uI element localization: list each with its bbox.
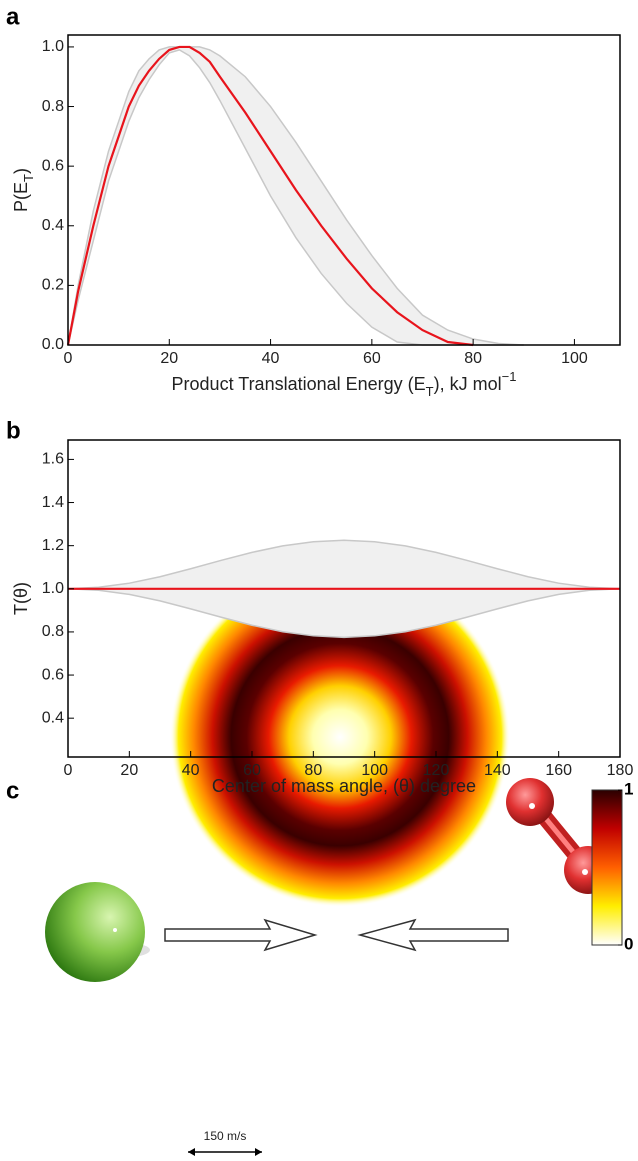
y-tick-label: 1.0 — [42, 580, 64, 597]
velocity-map — [170, 567, 510, 907]
panel-c: 150 m/s — [45, 567, 623, 1156]
y-tick-label: 0.6 — [42, 666, 64, 683]
plot-frame — [67, 34, 621, 346]
x-tick-label: 180 — [607, 762, 634, 779]
y-tick-label: 1.4 — [42, 494, 64, 511]
x-tick-label: 160 — [545, 762, 572, 779]
x-axis-label: Product Translational Energy (ET), kJ mo… — [172, 369, 517, 399]
y-tick-label: 0.8 — [42, 623, 64, 640]
y-tick-label: 0.6 — [42, 157, 64, 174]
highlight — [113, 928, 117, 932]
arrow — [357, 918, 509, 952]
band-fill — [68, 46, 524, 346]
x-tick-label: 140 — [484, 762, 511, 779]
x-tick-label: 20 — [160, 350, 178, 367]
y-tick-label: 1.6 — [42, 451, 64, 468]
band-edge — [67, 539, 621, 590]
arrow — [164, 918, 318, 952]
xlabel-part: Product Translational Energy (E — [172, 374, 426, 394]
ylabel-part: P(E — [11, 182, 31, 212]
y-tick-label: 0.4 — [42, 217, 64, 234]
plot-frame — [67, 439, 621, 758]
xlabel-part: T — [426, 384, 434, 399]
y-tick-label: 0.8 — [42, 98, 64, 115]
highlight — [529, 803, 535, 809]
y-tick-label: 0.4 — [42, 709, 64, 726]
x-tick-label: 40 — [182, 762, 200, 779]
panel-label: c — [6, 777, 19, 804]
ylabel-part: T — [21, 174, 36, 182]
ylabel-part: ) — [11, 168, 31, 174]
x-axis-label: Center of mass angle, (θ) degree — [212, 776, 476, 796]
panel-label: b — [6, 417, 21, 444]
atom — [506, 778, 554, 826]
colorbar-tick-label: 1 — [624, 779, 633, 798]
scale-label: 150 m/s — [204, 1129, 247, 1143]
y-tick-label: 1.2 — [42, 537, 64, 554]
x-tick-label: 60 — [363, 350, 381, 367]
plot — [67, 539, 621, 639]
x-tick-label: 100 — [561, 350, 588, 367]
x-tick-label: 80 — [464, 350, 482, 367]
x-tick-label: 0 — [64, 762, 73, 779]
panel-label: a — [6, 3, 20, 30]
x-tick-label: 120 — [423, 762, 450, 779]
band-edge — [67, 49, 524, 346]
y-tick-label: 0.0 — [42, 336, 64, 353]
band-edge — [67, 588, 621, 639]
y-tick-label: 1.0 — [42, 38, 64, 55]
xlabel-part: ), kJ mol — [434, 374, 502, 394]
xlabel-part: Center of mass angle, (θ) degree — [212, 776, 476, 796]
x-tick-label: 60 — [243, 762, 261, 779]
xlabel-part: −1 — [502, 369, 517, 384]
band-edge — [67, 46, 524, 346]
line — [66, 45, 474, 347]
y-axis-label: T(θ) — [11, 582, 31, 615]
x-tick-label: 40 — [262, 350, 280, 367]
x-tick-label: 20 — [120, 762, 138, 779]
colorbar-tick-label: 0 — [624, 934, 633, 953]
x-tick-label: 0 — [64, 350, 73, 367]
y-tick-label: 0.2 — [42, 277, 64, 294]
plot — [66, 45, 524, 347]
x-tick-label: 100 — [361, 762, 388, 779]
y-axis-label: P(ET) — [11, 168, 36, 212]
atom — [45, 882, 145, 982]
highlight — [582, 869, 588, 875]
colorbar — [591, 789, 623, 946]
ylabel-part: T(θ) — [11, 582, 31, 615]
x-tick-label: 80 — [304, 762, 322, 779]
